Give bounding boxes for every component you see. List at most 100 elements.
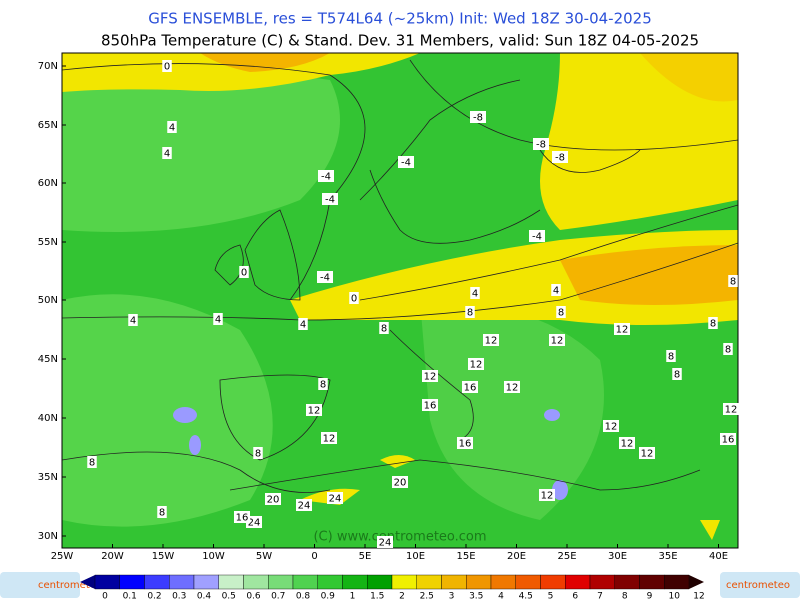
contour-label: 4 bbox=[472, 289, 478, 300]
contour-label-bg bbox=[619, 437, 635, 449]
contour-label-bg bbox=[666, 350, 676, 362]
contour-label-bg bbox=[504, 381, 520, 393]
colorbar-box bbox=[565, 574, 591, 590]
colorbar-label: 9 bbox=[647, 592, 653, 601]
contour-label: 8 bbox=[255, 449, 261, 460]
contour-label: -4 bbox=[401, 158, 411, 169]
contour-label: 24 bbox=[329, 494, 342, 505]
lat-label: 30N bbox=[38, 531, 58, 542]
lat-label: 50N bbox=[38, 295, 58, 306]
contour-label: 12 bbox=[323, 434, 336, 445]
lat-label: 65N bbox=[38, 120, 58, 131]
contour-label-bg bbox=[306, 404, 322, 416]
contour-label-bg bbox=[322, 193, 338, 205]
contour-label: -8 bbox=[536, 140, 546, 151]
contour-label-bg bbox=[327, 492, 343, 504]
contour-label: 8 bbox=[725, 345, 731, 356]
lon-label: 0 bbox=[311, 551, 317, 562]
colorbar-box bbox=[144, 574, 170, 590]
contour-label: 4 bbox=[169, 123, 175, 134]
colorbar-label: 7 bbox=[597, 592, 603, 601]
contour-label-bg bbox=[465, 306, 475, 318]
lat-label: 45N bbox=[38, 354, 58, 365]
contour-label-bg bbox=[639, 447, 655, 459]
colorbar-box bbox=[119, 574, 145, 590]
colorbar-label: 1 bbox=[350, 592, 356, 601]
colorbar-box bbox=[193, 574, 219, 590]
contour-label-bg bbox=[672, 368, 682, 380]
contour-label-bg bbox=[298, 318, 308, 330]
contour-label: 12 bbox=[725, 405, 738, 416]
contour-label-bg bbox=[468, 358, 484, 370]
contour-label-bg bbox=[128, 314, 138, 326]
lon-label: 35E bbox=[658, 551, 677, 562]
colorbar-label: 0.8 bbox=[296, 592, 311, 601]
colorbar-box bbox=[367, 574, 393, 590]
contour-label-bg bbox=[539, 489, 555, 501]
contour-label-bg bbox=[552, 151, 568, 163]
contour-label: 16 bbox=[459, 439, 472, 450]
colorbar-box bbox=[94, 574, 120, 590]
contour-label-bg bbox=[162, 147, 172, 159]
contour-label-bg bbox=[377, 536, 393, 548]
colorbar-box bbox=[639, 574, 665, 590]
contour-label-bg bbox=[551, 284, 561, 296]
contour-label-bg bbox=[392, 476, 408, 488]
colorbar-label: 6 bbox=[572, 592, 578, 601]
contour-label-bg bbox=[253, 447, 263, 459]
colorbar-box bbox=[218, 574, 244, 590]
contour-label-bg bbox=[87, 456, 97, 468]
lon-label: 20W bbox=[101, 551, 124, 562]
contour-label: 24 bbox=[298, 501, 311, 512]
contour-label-bg bbox=[603, 420, 619, 432]
colorbar-label: 0.2 bbox=[147, 592, 161, 601]
contour-label-bg bbox=[708, 317, 718, 329]
contour-label-bg bbox=[462, 381, 478, 393]
contour-label-bg bbox=[234, 511, 250, 523]
colorbar: centrometeo centrometeo bbox=[0, 572, 800, 598]
colorbar-box bbox=[169, 574, 195, 590]
lat-label: 40N bbox=[38, 413, 58, 424]
colorbar-box bbox=[515, 574, 541, 590]
contour-label: -8 bbox=[473, 113, 483, 124]
colorbar-label: 2.5 bbox=[420, 592, 434, 601]
contour-label-bg bbox=[549, 334, 565, 346]
contour-label-bg bbox=[317, 271, 333, 283]
contour-label-bg bbox=[318, 170, 334, 182]
lat-label: 60N bbox=[38, 178, 58, 189]
contour-label-bg bbox=[533, 138, 549, 150]
contour-label: 4 bbox=[164, 149, 170, 160]
contour-label-bg bbox=[614, 323, 630, 335]
contour-label: 16 bbox=[236, 513, 249, 524]
contour-label-bg bbox=[422, 370, 438, 382]
contour-label: 0 bbox=[241, 268, 247, 279]
contour-label-bg bbox=[398, 156, 414, 168]
lon-label: 30E bbox=[608, 551, 627, 562]
contour-label-bg bbox=[470, 111, 486, 123]
contour-label: -4 bbox=[325, 195, 335, 206]
contour-label: 4 bbox=[300, 320, 306, 331]
contour-label: 12 bbox=[308, 406, 321, 417]
colorbar-label: 3.5 bbox=[469, 592, 483, 601]
colorbar-label: 5 bbox=[548, 592, 554, 601]
lon-label: 15E bbox=[456, 551, 475, 562]
colorbar-label: 10 bbox=[669, 592, 681, 601]
contour-label-bg bbox=[318, 378, 328, 390]
lon-label: 10W bbox=[202, 551, 225, 562]
colorbar-box bbox=[490, 574, 516, 590]
contour-label: 8 bbox=[710, 319, 716, 330]
colorbar-label: 4.5 bbox=[519, 592, 533, 601]
colorbar-label: 0.1 bbox=[123, 592, 137, 601]
watermark: (C) www.centrometeo.com bbox=[313, 530, 486, 545]
contour-label: 12 bbox=[485, 336, 498, 347]
lon-label: 20E bbox=[507, 551, 526, 562]
contour-label: 4 bbox=[130, 316, 136, 327]
contour-label-bg bbox=[422, 399, 438, 411]
contour-label: 16 bbox=[424, 401, 437, 412]
colorbar-box bbox=[614, 574, 640, 590]
contour-label: 8 bbox=[674, 370, 680, 381]
colorbar-label: 4 bbox=[498, 592, 504, 601]
contour-label: 8 bbox=[381, 324, 387, 335]
contour-label-bg bbox=[457, 437, 473, 449]
contour-label: 16 bbox=[464, 383, 477, 394]
